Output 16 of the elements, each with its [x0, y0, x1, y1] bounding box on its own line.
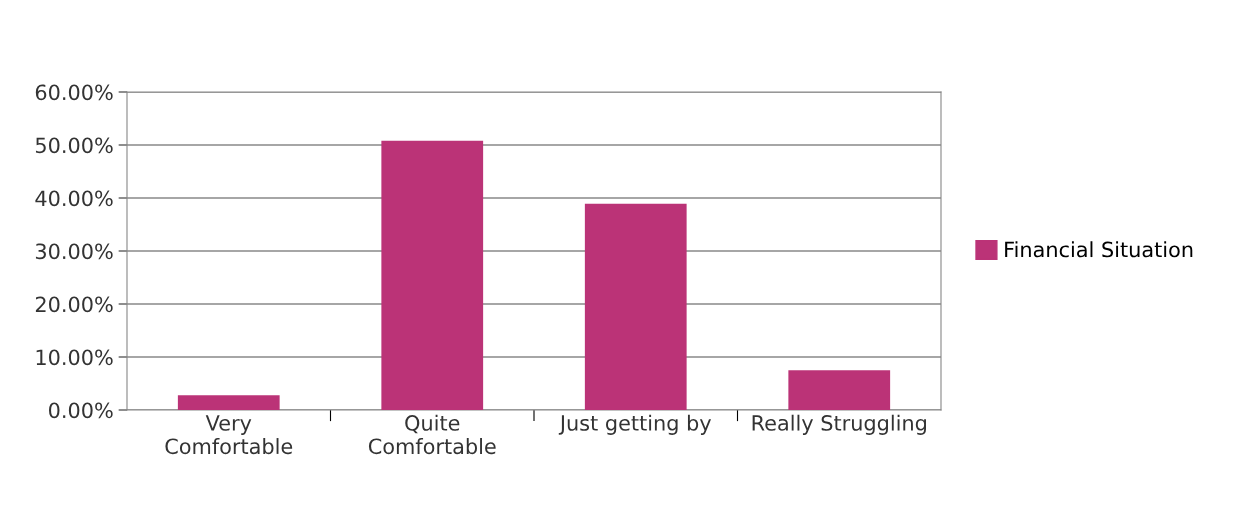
y-tick-label: 30.00% — [35, 243, 113, 260]
y-tick-label: 40.00% — [35, 190, 113, 207]
y-tick-label: 50.00% — [35, 137, 113, 154]
bar — [584, 203, 687, 410]
y-tick-label: 20.00% — [35, 296, 113, 313]
bar — [381, 140, 484, 410]
y-tick-label: 10.00% — [36, 349, 113, 366]
y-tick-label: 60.00% — [35, 84, 113, 101]
x-tick-label: Quite Comfortable — [368, 414, 496, 455]
legend-label: Financial Situation — [1005, 241, 1193, 258]
x-tick-label: Really Struggling — [752, 414, 926, 435]
bar — [788, 370, 891, 410]
x-tick-label: Very Comfortable — [165, 415, 293, 455]
x-tick-label: Just getting by — [558, 414, 712, 435]
bar — [177, 395, 280, 410]
y-tick-label: 0.00% — [49, 402, 113, 419]
